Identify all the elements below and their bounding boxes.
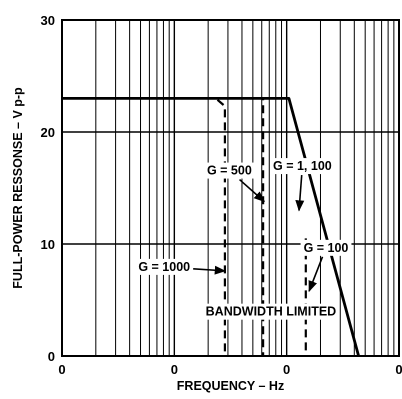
x-tick-label: 0 xyxy=(395,362,402,377)
grid xyxy=(62,20,399,356)
annotation-arrow xyxy=(239,178,266,203)
y-tick-label: 20 xyxy=(41,125,55,140)
annotation-label-background xyxy=(202,303,340,320)
annotation-label: G = 500 xyxy=(207,164,252,178)
annotation-label-background xyxy=(270,158,335,175)
annotation-label: G = 1, 100 xyxy=(273,159,332,173)
x-axis-label: FREQUENCY – Hz xyxy=(177,379,284,393)
annotation-label-background xyxy=(300,239,352,256)
annotation-label: BANDWIDTH LIMITED xyxy=(206,305,337,319)
x-tick-label: 0 xyxy=(171,362,178,377)
y-tick-label: 30 xyxy=(41,13,55,28)
series-lines xyxy=(62,97,360,357)
annotation-arrow xyxy=(193,265,227,275)
annotations: G = 500 G = 1, 100 G = 100 G = 1000 BANDWIDT… xyxy=(135,158,352,320)
y-axis-label: FULL-POWER RESSONSE – V p-p xyxy=(11,87,25,289)
annotation-label: G = 1000 xyxy=(138,260,190,274)
series-line-2 xyxy=(62,97,226,356)
annotation-arrow xyxy=(295,175,305,212)
x-tick-label: 0 xyxy=(283,362,290,377)
annotation-label-background xyxy=(203,162,255,179)
x-tick-label: 0 xyxy=(58,362,65,377)
plot-frame xyxy=(61,19,400,357)
series-line-0 xyxy=(62,97,360,357)
annotation-label-background xyxy=(135,258,194,275)
annotation-label: G = 100 xyxy=(304,241,349,255)
y-tick-label: 10 xyxy=(41,237,55,252)
y-tick-label: 0 xyxy=(48,349,55,364)
annotation-arrow xyxy=(308,256,324,293)
